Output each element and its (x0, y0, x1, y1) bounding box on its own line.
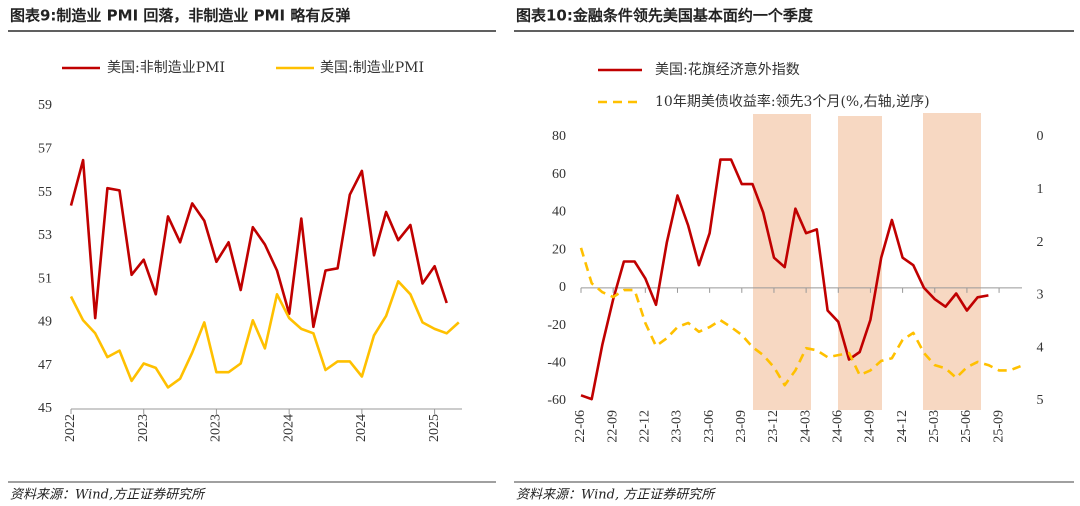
source-note: 资料来源：Wind, 方正证券研究所 (516, 487, 716, 503)
x-tick-label: 25-09 (991, 410, 1006, 443)
y-tick-label: 53 (38, 228, 52, 243)
y2-tick-label: 2 (1037, 235, 1044, 250)
y-tick-label: 51 (38, 271, 52, 286)
y-tick-label: 55 (38, 185, 52, 200)
y2-tick-label: 5 (1037, 393, 1044, 408)
x-tick-label: 23-06 (702, 410, 717, 443)
y-tick-label: -40 (547, 356, 566, 371)
x-tick-label: 23-12 (766, 410, 781, 443)
x-tick-label: 24-09 (863, 410, 878, 443)
chart-title: 图表10:金融条件领先美国基本面约一个季度 (516, 7, 814, 25)
y-tick-label: 40 (552, 205, 566, 220)
chart-title: 图表9:制造业 PMI 回落，非制造业 PMI 略有反弹 (10, 7, 350, 25)
y2-tick-label: 4 (1037, 340, 1044, 355)
series-line (69, 158, 448, 329)
shaded-period (923, 113, 981, 410)
legend-label: 10年期美债收益率:领先3个月(%,右轴,逆序) (655, 93, 930, 110)
y-tick-label: 47 (38, 358, 52, 373)
x-tick-label: 22-12 (638, 410, 653, 443)
series-line (69, 280, 460, 389)
shaded-period (838, 116, 882, 410)
y-tick-label: 80 (552, 129, 566, 144)
y-tick-label: 20 (552, 242, 566, 257)
legend-label: 美国:非制造业PMI (107, 60, 225, 76)
y2-tick-label: 0 (1037, 129, 1044, 144)
x-tick-label: 25-03 (927, 410, 942, 443)
x-tick-label: 2023 (136, 414, 151, 442)
y-tick-label: 0 (559, 280, 566, 295)
x-tick-label: 23-09 (734, 410, 749, 443)
source-note: 资料来源：Wind,方正证券研究所 (10, 487, 206, 503)
x-tick-label: 24-06 (830, 410, 845, 443)
y-tick-label: -60 (547, 393, 566, 408)
y-tick-label: 57 (38, 142, 52, 157)
x-tick-label: 24-12 (895, 410, 910, 443)
legend-label: 美国:制造业PMI (320, 60, 424, 76)
y-tick-label: 59 (38, 98, 52, 113)
series-line (579, 247, 1021, 387)
y-tick-label: -20 (547, 318, 566, 333)
y-tick-label: 60 (552, 167, 566, 182)
x-tick-label: 2024 (281, 414, 296, 442)
x-tick-label: 25-06 (959, 410, 974, 443)
y-tick-label: 49 (38, 315, 52, 330)
series-line (580, 158, 989, 401)
y2-tick-label: 3 (1037, 288, 1044, 303)
shaded-period (753, 114, 811, 410)
x-tick-label: 22-09 (605, 410, 620, 443)
x-tick-label: 2025 (427, 414, 442, 442)
x-tick-label: 23-03 (670, 410, 685, 443)
x-tick-label: 2023 (209, 414, 224, 442)
x-tick-label: 2024 (354, 414, 369, 442)
x-tick-label: 24-03 (798, 410, 813, 443)
x-tick-label: 2022 (63, 414, 78, 442)
legend-label: 美国:花旗经济意外指数 (655, 61, 800, 78)
x-tick-label: 22-06 (573, 410, 588, 443)
y2-tick-label: 1 (1037, 182, 1044, 197)
y-tick-label: 45 (38, 401, 52, 416)
